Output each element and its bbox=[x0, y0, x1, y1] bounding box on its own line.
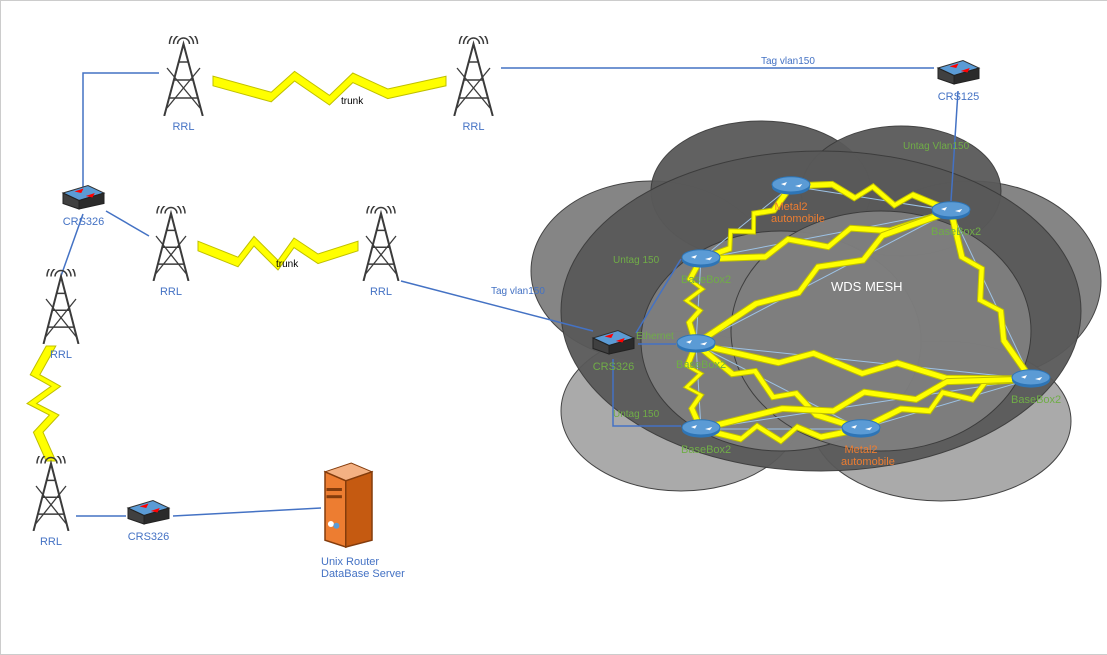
switch-icon bbox=[61, 181, 106, 211]
node-rrl4: RRL bbox=[356, 206, 406, 298]
edge-label: Untag 150 bbox=[613, 255, 659, 266]
tower-icon bbox=[26, 456, 76, 531]
node-label: CRS326 bbox=[591, 361, 636, 373]
node-label: RRL bbox=[146, 286, 196, 298]
tower-icon bbox=[356, 206, 406, 281]
node-label: CRS326 bbox=[61, 216, 106, 228]
node-bb5: BaseBox2 bbox=[1011, 369, 1051, 406]
node-label: Metal2automobile bbox=[841, 444, 881, 468]
node-label: RRL bbox=[446, 121, 501, 133]
node-label: Unix RouterDataBase Server bbox=[321, 556, 376, 580]
node-crs125: CRS125 bbox=[936, 56, 981, 103]
node-rrl2: RRL bbox=[446, 36, 501, 133]
diagram-canvas: RRL RRL CRS125 CRS326 RRL RRL RRL RRL CRS326 Unix… bbox=[0, 0, 1107, 655]
router-icon bbox=[681, 249, 721, 269]
wds-mesh-label: WDS MESH bbox=[831, 279, 903, 294]
node-bb1: BaseBox2 bbox=[681, 249, 721, 286]
node-label: BaseBox2 bbox=[1011, 394, 1051, 406]
edge-label: Tag vlan150 bbox=[491, 286, 545, 297]
node-metal1: Metal2automobile bbox=[771, 176, 811, 225]
switch-icon bbox=[936, 56, 981, 86]
edge-label: trunk bbox=[276, 259, 298, 270]
switch-icon bbox=[126, 496, 171, 526]
node-crs326_3: CRS326 bbox=[591, 326, 636, 373]
node-label: CRS326 bbox=[126, 531, 171, 543]
node-label: RRL bbox=[356, 286, 406, 298]
node-rrl6: RRL bbox=[26, 456, 76, 548]
node-label: BaseBox2 bbox=[681, 444, 721, 456]
server-icon bbox=[321, 461, 376, 551]
edge-label: Untag 150 bbox=[613, 409, 659, 420]
router-icon bbox=[841, 419, 881, 439]
node-bb4: BaseBox2 bbox=[681, 419, 721, 456]
node-rrl3: RRL bbox=[146, 206, 196, 298]
tower-icon bbox=[446, 36, 501, 116]
node-bb2: BaseBox2 bbox=[931, 201, 971, 238]
tower-icon bbox=[156, 36, 211, 116]
node-bb3: BaseBox2 bbox=[676, 334, 716, 371]
edge-label: Tag vlan150 bbox=[761, 56, 815, 67]
edge-label: Ethernet bbox=[636, 331, 674, 342]
router-icon bbox=[676, 334, 716, 354]
node-label: BaseBox2 bbox=[931, 226, 971, 238]
node-label: RRL bbox=[156, 121, 211, 133]
node-server: Unix RouterDataBase Server bbox=[321, 461, 376, 580]
node-label: RRL bbox=[36, 349, 86, 361]
node-label: Metal2automobile bbox=[771, 201, 811, 225]
tower-icon bbox=[146, 206, 196, 281]
node-label: CRS125 bbox=[936, 91, 981, 103]
edge-label: Untag Vlan150 bbox=[903, 141, 969, 152]
node-label: RRL bbox=[26, 536, 76, 548]
node-metal2: Metal2automobile bbox=[841, 419, 881, 468]
node-label: BaseBox2 bbox=[676, 359, 716, 371]
node-rrl5: RRL bbox=[36, 269, 86, 361]
router-icon bbox=[681, 419, 721, 439]
router-icon bbox=[931, 201, 971, 221]
router-icon bbox=[771, 176, 811, 196]
tower-icon bbox=[36, 269, 86, 344]
node-crs326_2: CRS326 bbox=[126, 496, 171, 543]
node-label: BaseBox2 bbox=[681, 274, 721, 286]
edge-label: trunk bbox=[341, 96, 363, 107]
node-crs326_1: CRS326 bbox=[61, 181, 106, 228]
node-rrl1: RRL bbox=[156, 36, 211, 133]
router-icon bbox=[1011, 369, 1051, 389]
switch-icon bbox=[591, 326, 636, 356]
